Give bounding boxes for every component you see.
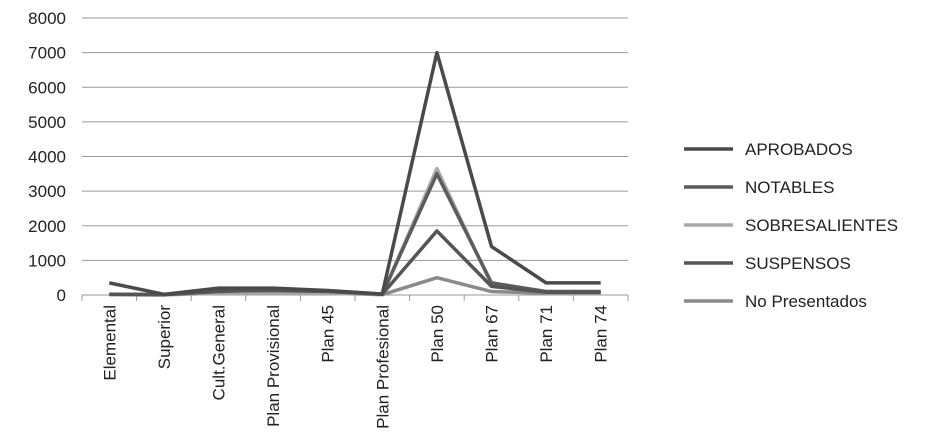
legend-label: SUSPENSOS: [745, 254, 851, 273]
series-line: [109, 229, 601, 297]
legend-label: APROBADOS: [745, 140, 853, 159]
y-tick-label: 2000: [28, 217, 66, 236]
series-line: [109, 166, 601, 297]
x-category-label: Elemental: [100, 305, 119, 381]
x-category-label: Plan 67: [483, 305, 502, 363]
legend: APROBADOS NOTABLES SOBRESALIENTES SUSPENSOS…: [684, 140, 898, 311]
x-category-label: Plan 45: [319, 305, 338, 363]
y-axis-ticks: 0 1000 2000 3000 4000 5000 6000 7000 8000: [28, 9, 66, 305]
legend-label: NOTABLES: [745, 178, 834, 197]
x-category-label: Plan 74: [592, 305, 611, 363]
y-tick-label: 1000: [28, 251, 66, 270]
x-category-label: Superior: [155, 305, 174, 370]
y-tick-label: 3000: [28, 182, 66, 201]
y-tick-label: 7000: [28, 44, 66, 63]
legend-label: No Presentados: [745, 292, 867, 311]
series-lines: [108, 50, 601, 297]
x-category-label: Plan Provisional: [264, 305, 283, 427]
series-line: [109, 172, 601, 297]
x-category-label: Plan 50: [428, 305, 447, 363]
y-tick-label: 4000: [28, 148, 66, 167]
x-category-label: Cult.General: [210, 305, 229, 400]
y-tick-label: 5000: [28, 113, 66, 132]
y-tick-label: 6000: [28, 78, 66, 97]
x-axis: Elemental Superior Cult.General Plan Provis…: [81, 295, 629, 429]
legend-label: SOBRESALIENTES: [745, 216, 898, 235]
x-category-label: Plan Profesional: [373, 305, 392, 429]
y-tick-label: 8000: [28, 9, 66, 28]
gridlines: [82, 17, 628, 296]
series-line: [108, 50, 601, 297]
y-tick-label: 0: [57, 286, 66, 305]
x-category-label: Plan 71: [537, 305, 556, 363]
